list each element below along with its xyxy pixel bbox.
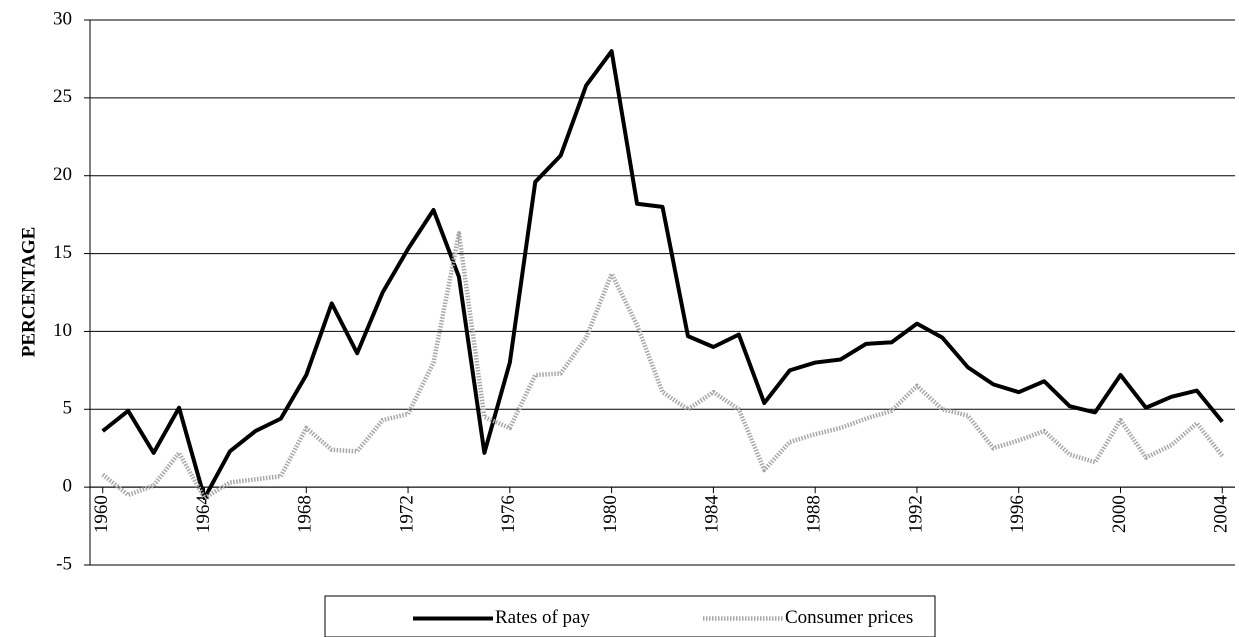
legend-label: Rates of pay — [495, 607, 590, 628]
x-tick-label: 1996 — [1007, 495, 1028, 533]
x-tick-label: 1976 — [498, 495, 519, 533]
x-tick-label: 1960 — [91, 495, 112, 533]
x-tick-label: 2000 — [1109, 495, 1130, 533]
y-tick-label: 30 — [53, 8, 72, 29]
y-tick-label: 25 — [53, 86, 72, 107]
x-tick-label: 1972 — [396, 495, 417, 533]
x-tick-label: 1992 — [905, 495, 926, 533]
y-tick-label: 20 — [53, 164, 72, 185]
x-tick-label: 2004 — [1211, 495, 1232, 533]
series-line — [101, 49, 1224, 501]
y-tick-label: 10 — [53, 320, 72, 341]
y-tick-label: -5 — [56, 553, 72, 574]
series-line — [101, 231, 1225, 501]
x-tick-label: 1988 — [804, 495, 825, 533]
y-tick-label: 15 — [53, 242, 72, 263]
x-tick-label: 1968 — [295, 495, 316, 533]
legend-label: Consumer prices — [785, 607, 913, 628]
y-tick-label: 5 — [63, 398, 73, 419]
y-axis-label: PERCENTAGE — [18, 227, 39, 358]
x-tick-label: 1984 — [702, 495, 723, 533]
y-tick-label: 0 — [63, 476, 73, 497]
x-tick-label: 1980 — [600, 495, 621, 533]
x-tick-label: 1964 — [193, 495, 214, 533]
